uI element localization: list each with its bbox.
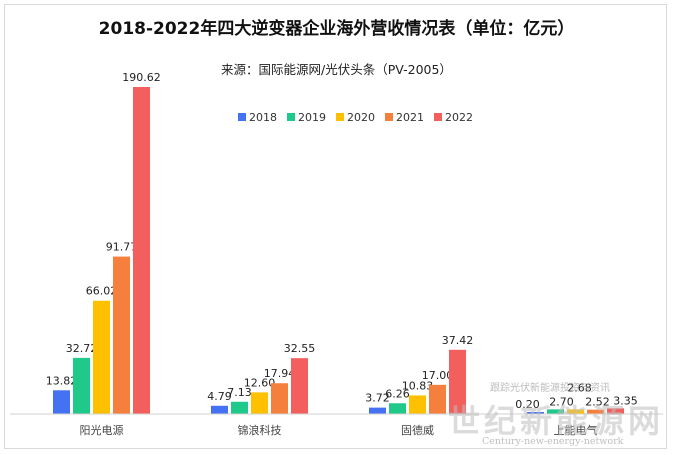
legend-label: 2021 — [396, 111, 424, 124]
bar — [231, 402, 248, 414]
bar — [73, 358, 90, 414]
bar — [211, 406, 228, 414]
data-label: 13.82 — [46, 374, 78, 387]
legend-label: 2018 — [249, 111, 277, 124]
legend-label: 2020 — [347, 111, 375, 124]
bar — [291, 358, 308, 414]
data-label: 91.77 — [106, 241, 138, 254]
bar — [389, 403, 406, 414]
data-label: 190.62 — [122, 71, 161, 84]
legend-swatch — [336, 113, 344, 121]
legend-swatch — [287, 113, 295, 121]
legend-label: 2019 — [298, 111, 326, 124]
data-label: 32.72 — [66, 342, 98, 355]
bar — [409, 395, 426, 414]
category-label: 固德威 — [401, 423, 434, 437]
data-label: 17.00 — [422, 369, 454, 382]
category-label: 锦浪科技 — [238, 423, 282, 437]
legend-swatch — [434, 113, 442, 121]
bar — [113, 257, 130, 414]
legend-label: 2022 — [445, 111, 473, 124]
data-label: 66.02 — [86, 285, 118, 298]
chart-legend: 2018 2019 2020 2021 2022 — [238, 111, 473, 124]
watermark-tagline: 跟踪光伏新能源投资与资讯 — [490, 379, 610, 394]
bar — [133, 87, 150, 414]
legend-swatch — [385, 113, 393, 121]
bar — [251, 392, 268, 414]
legend-swatch — [238, 113, 246, 121]
data-label: 17.94 — [264, 367, 296, 380]
watermark-english: Century-new-energy-network — [482, 436, 623, 447]
bar — [271, 383, 288, 414]
category-label: 阳光电源 — [80, 423, 124, 437]
bar — [429, 385, 446, 414]
data-label: 32.55 — [284, 342, 316, 355]
bar — [369, 408, 386, 414]
data-label: 37.42 — [442, 334, 474, 347]
bar — [93, 301, 110, 414]
bar — [53, 390, 70, 414]
